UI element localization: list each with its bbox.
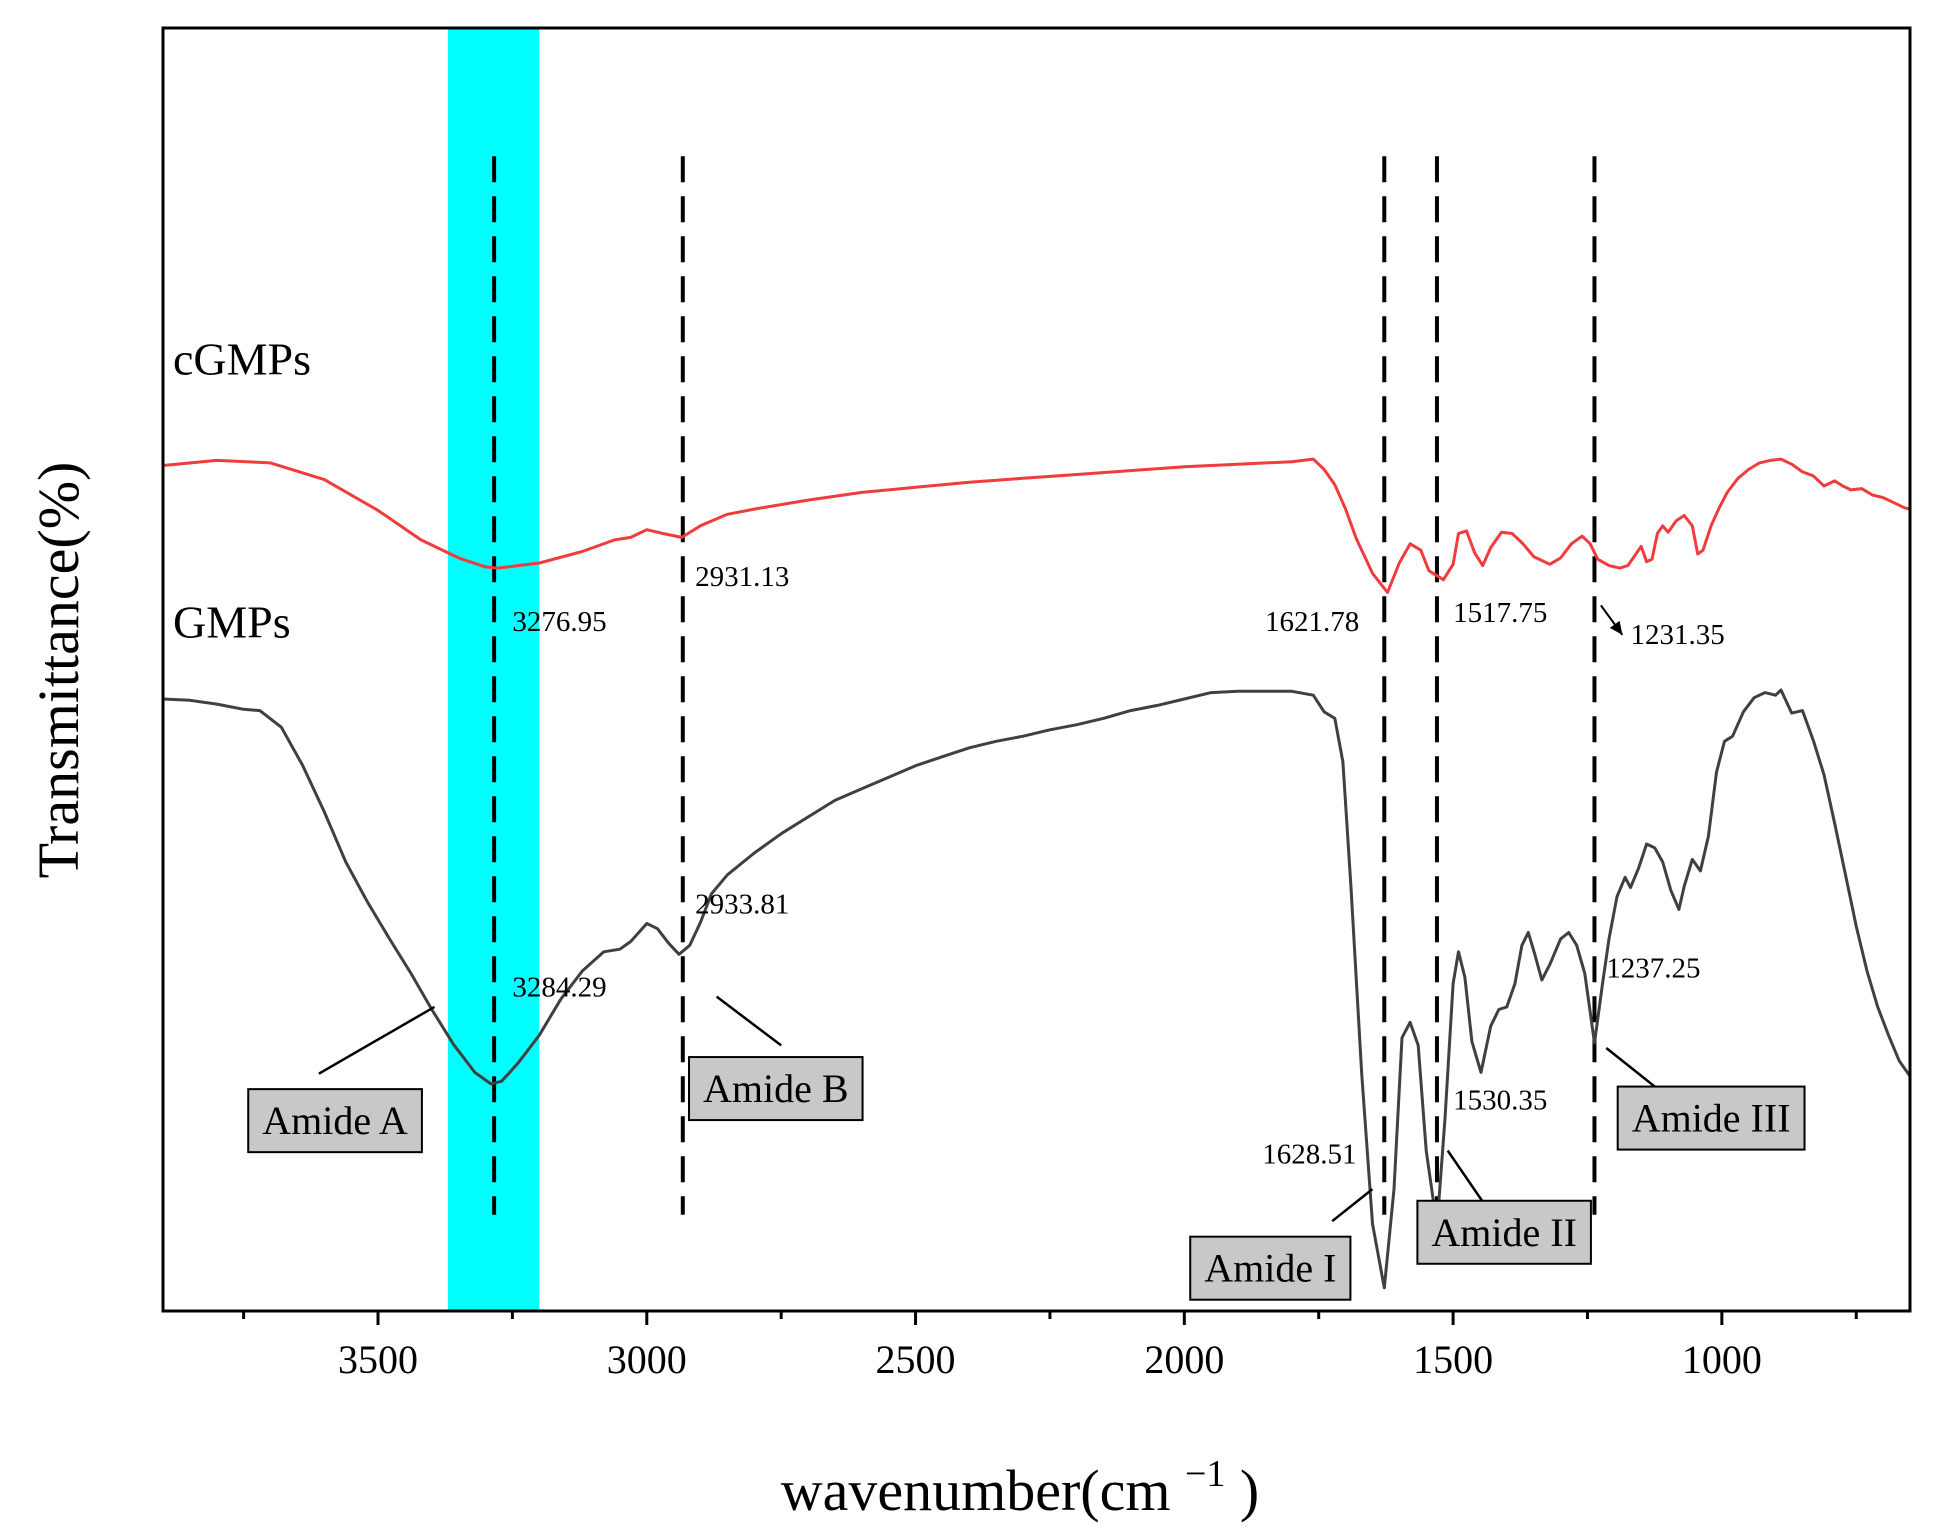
x-tick-label-2000: 2000	[1144, 1337, 1224, 1382]
callout-text-amide-ii: Amide II	[1431, 1210, 1577, 1255]
series-label-gmps: GMPs	[173, 596, 291, 647]
peak-label-1530.35: 1530.35	[1453, 1085, 1547, 1117]
x-axis-title-close: )	[1240, 1458, 1259, 1523]
callout-line-amide-a	[318, 1005, 436, 1075]
peak-label-2933.81: 2933.81	[695, 888, 789, 920]
callout-rect-amide-iii	[1616, 1085, 1806, 1151]
peak-label-1231.35: 1231.35	[1630, 619, 1724, 651]
callout-rect-amide-i	[1189, 1235, 1352, 1301]
callout-text-amide-i: Amide I	[1204, 1246, 1336, 1291]
callout-line-amide-b	[715, 995, 782, 1047]
callout-box-amide-ii: Amide II	[1416, 1199, 1592, 1265]
callout-box-amide-iii: Amide III	[1616, 1085, 1806, 1151]
callout-text-amide-b: Amide B	[703, 1066, 849, 1111]
callout-box-amide-a: Amide A	[247, 1088, 423, 1154]
x-tick-label-3500: 3500	[338, 1337, 418, 1382]
series-line-cgmps	[163, 457, 1910, 594]
peak-label-1517.75: 1517.75	[1453, 597, 1547, 629]
peak-label-3284.29: 3284.29	[512, 972, 606, 1004]
peak-label-1628.51: 1628.51	[1262, 1138, 1356, 1170]
x-axis-title: wavenumber(cm −1 )	[781, 1434, 1259, 1523]
callout-box-amide-b: Amide B	[688, 1056, 864, 1122]
series-label-cgmps: cGMPs	[173, 333, 311, 384]
x-tick-label-1500: 1500	[1413, 1337, 1493, 1382]
x-tick-label-2500: 2500	[876, 1337, 956, 1382]
series-line-gmps	[163, 688, 1910, 1290]
callout-rect-amide-a	[247, 1088, 423, 1154]
x-tick-label-3000: 3000	[607, 1337, 687, 1382]
x-axis-title-superscript: −1	[1185, 1453, 1225, 1495]
peak-label-3276.95: 3276.95	[512, 606, 606, 638]
callout-rect-amide-b	[688, 1056, 864, 1122]
callout-line-amide-iii	[1605, 1047, 1656, 1088]
callout-text-amide-iii: Amide III	[1632, 1096, 1791, 1141]
x-tick-label-1000: 1000	[1682, 1337, 1762, 1382]
callout-box-amide-i: Amide I	[1189, 1235, 1352, 1301]
y-axis-title: Transmittance(%)	[26, 462, 91, 879]
x-axis-title-main: wavenumber(cm	[781, 1458, 1171, 1523]
callout-rect-amide-ii	[1416, 1199, 1592, 1265]
peak-label-1621.78: 1621.78	[1265, 606, 1359, 638]
peak-label-2931.13: 2931.13	[695, 561, 789, 593]
plot-frame	[161, 26, 1912, 1313]
callout-line-amide-i	[1331, 1188, 1374, 1223]
peak-label-1237.25: 1237.25	[1606, 952, 1700, 984]
callout-text-amide-a: Amide A	[262, 1098, 408, 1143]
arrow-head	[1609, 620, 1623, 635]
